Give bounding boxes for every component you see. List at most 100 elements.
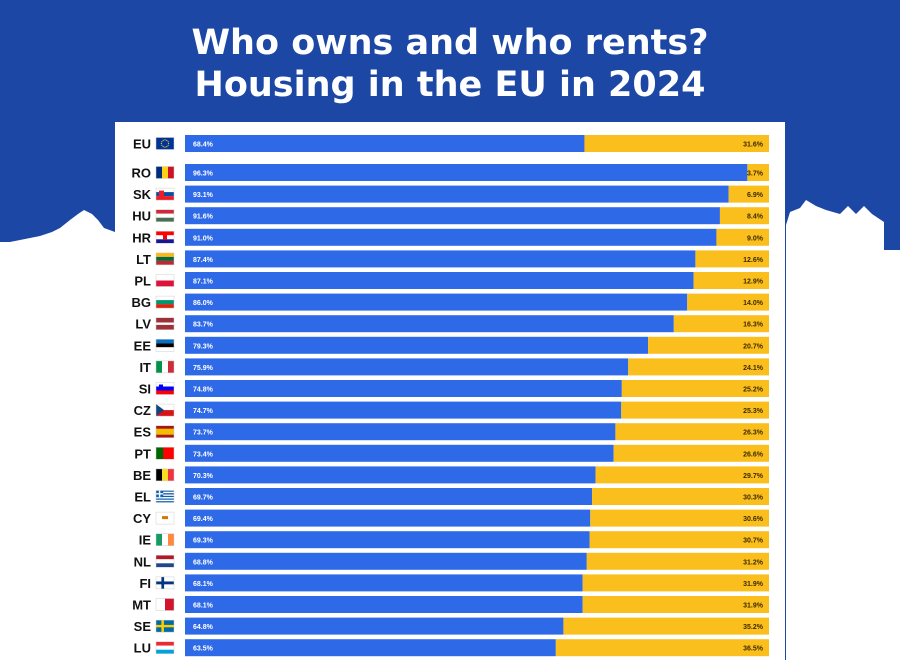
owner-bar xyxy=(185,531,590,549)
tenant-value-label: 25.3% xyxy=(743,408,764,415)
owner-bar xyxy=(185,164,748,181)
chart-panel: 68.4% 31.6% EU 96.3% 3.7% RO 93.1% 6.9% SK 91.6% 8… xyxy=(115,122,785,660)
owner-value-label: 79.3% xyxy=(193,343,214,350)
owner-value-label: 96.3% xyxy=(193,171,214,178)
pt-flag-icon xyxy=(155,447,175,460)
nl-flag-icon xyxy=(155,555,175,568)
pl-flag-icon xyxy=(155,274,175,287)
tenant-value-label: 26.3% xyxy=(743,430,764,437)
title-line-2: Housing in the EU in 2024 xyxy=(194,65,706,105)
tenant-bar xyxy=(592,488,769,505)
owner-value-label: 93.1% xyxy=(193,192,214,199)
owner-bar xyxy=(185,358,629,376)
fi-flag-icon xyxy=(155,576,175,590)
owner-bar xyxy=(185,574,583,592)
owner-bar xyxy=(185,488,593,505)
tenant-bar xyxy=(563,617,769,635)
owner-bar xyxy=(185,380,622,397)
cz-flag-icon xyxy=(155,403,175,417)
country-code-label: RO xyxy=(132,166,152,181)
country-code-label: ES xyxy=(134,425,152,440)
country-code-label: BE xyxy=(133,468,151,483)
country-code-label: IE xyxy=(139,533,152,548)
tenant-bar xyxy=(584,135,769,152)
country-code-label: CY xyxy=(133,511,151,526)
tenant-value-label: 6.9% xyxy=(747,192,764,199)
tenant-bar xyxy=(621,401,769,419)
title-line-1: Who owns and who rents? xyxy=(191,23,709,63)
se-flag-icon xyxy=(155,619,175,633)
tenant-bar xyxy=(613,444,769,462)
owner-bar xyxy=(185,207,720,225)
tenant-value-label: 12.9% xyxy=(743,279,764,286)
owner-value-label: 70.3% xyxy=(193,473,214,480)
tenant-value-label: 30.7% xyxy=(743,538,764,545)
owner-bar xyxy=(185,185,729,203)
owner-value-label: 68.4% xyxy=(193,142,214,149)
owner-value-label: 68.8% xyxy=(193,559,214,566)
tenant-value-label: 29.7% xyxy=(743,473,764,480)
tenant-value-label: 36.5% xyxy=(743,646,764,653)
owner-value-label: 74.8% xyxy=(193,387,214,394)
tenant-bar xyxy=(628,358,769,376)
be-flag-icon xyxy=(155,468,175,482)
ro-flag-icon xyxy=(155,166,175,179)
country-code-label: HR xyxy=(132,230,151,245)
it-flag-icon xyxy=(155,360,175,374)
owner-bar xyxy=(185,228,717,246)
tenant-value-label: 9.0% xyxy=(747,235,764,242)
hr-flag-icon xyxy=(155,231,175,244)
si-flag-icon xyxy=(155,382,175,395)
country-code-label: EE xyxy=(134,338,152,353)
owner-value-label: 68.1% xyxy=(193,581,214,588)
owner-value-label: 64.8% xyxy=(193,624,214,631)
owner-value-label: 69.7% xyxy=(193,495,214,502)
sk-flag-icon xyxy=(155,187,175,201)
eu-flag-icon xyxy=(155,137,175,150)
owner-value-label: 75.9% xyxy=(193,365,214,372)
ie-flag-icon xyxy=(155,533,175,546)
tenant-bar xyxy=(716,228,769,246)
owner-bar xyxy=(185,293,688,311)
ee-flag-icon xyxy=(155,339,175,352)
owner-value-label: 63.5% xyxy=(193,646,214,653)
owner-value-label: 69.3% xyxy=(193,538,214,545)
country-code-label: SK xyxy=(133,187,152,202)
country-code-label: SI xyxy=(139,382,151,397)
lt-flag-icon xyxy=(155,252,175,266)
tenant-bar xyxy=(687,293,769,311)
owner-bar xyxy=(185,552,587,570)
tenant-value-label: 3.7% xyxy=(747,171,764,178)
bg-flag-icon xyxy=(155,295,175,309)
tenant-bar xyxy=(747,164,769,181)
owner-value-label: 87.1% xyxy=(193,279,214,286)
owner-bar xyxy=(185,272,694,289)
country-code-label: NL xyxy=(134,554,151,569)
tenant-value-label: 16.3% xyxy=(743,322,764,329)
owner-bar xyxy=(185,250,696,268)
owner-value-label: 69.4% xyxy=(193,516,214,523)
tenant-bar xyxy=(695,250,769,268)
country-code-label: PL xyxy=(134,274,151,289)
country-code-label: BG xyxy=(132,295,152,310)
tenant-value-label: 30.3% xyxy=(743,495,764,502)
tenant-value-label: 26.6% xyxy=(743,451,764,458)
tenant-bar xyxy=(555,639,769,657)
tenant-value-label: 30.6% xyxy=(743,516,764,523)
tenant-bar xyxy=(648,336,769,354)
tenant-value-label: 31.2% xyxy=(743,559,764,566)
owner-value-label: 74.7% xyxy=(193,408,214,415)
country-code-label: PT xyxy=(134,446,151,461)
owner-value-label: 73.4% xyxy=(193,451,214,458)
tenant-bar xyxy=(673,315,769,333)
tenant-bar xyxy=(595,466,769,484)
stacked-bar-chart: 68.4% 31.6% EU 96.3% 3.7% RO 93.1% 6.9% SK 91.6% 8… xyxy=(132,130,769,660)
owner-bar xyxy=(185,444,614,462)
owner-bar xyxy=(185,336,649,354)
country-code-label: FI xyxy=(139,576,151,591)
tenant-value-label: 25.2% xyxy=(743,387,764,394)
tenant-bar xyxy=(586,552,769,570)
country-code-label: HU xyxy=(132,209,151,224)
chart-title: Who owns and who rents? Housing in the E… xyxy=(0,22,900,106)
country-code-label: LU xyxy=(134,641,151,656)
